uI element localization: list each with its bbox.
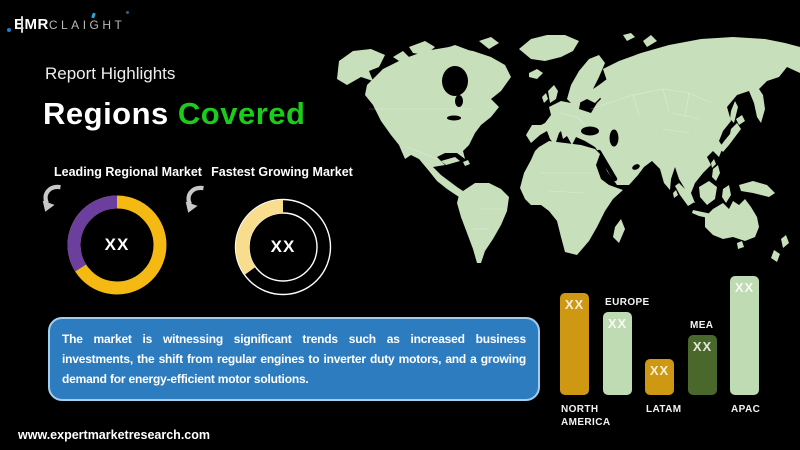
bar-category-label: MEA xyxy=(690,320,714,331)
bar-value-label: XX xyxy=(692,339,713,354)
uk-ireland xyxy=(542,85,558,103)
sakhalin xyxy=(730,101,738,123)
leading-regional-market-donut: XX xyxy=(62,190,172,300)
new-guinea xyxy=(739,181,775,197)
logo-divider xyxy=(21,16,23,33)
fastest-donut-value: XX xyxy=(270,237,296,256)
report-highlights-eyebrow: Report Highlights xyxy=(45,64,176,83)
taiwan xyxy=(711,159,716,168)
bar-mea: XX xyxy=(688,335,717,395)
fastest-growing-market-label: Fastest Growing Market xyxy=(211,165,353,179)
iceland xyxy=(529,69,543,79)
tasmania xyxy=(737,241,744,249)
bar-category-label: NORTH AMERICA xyxy=(561,404,611,428)
bar-value-label: XX xyxy=(564,297,585,312)
logo-blue-dot-icon xyxy=(126,11,130,14)
great-lakes xyxy=(447,115,461,121)
market-trends-callout: The market is witnessing significant tre… xyxy=(48,317,540,401)
continent-eurasia xyxy=(526,37,800,203)
new-zealand xyxy=(771,235,789,262)
logo-blue-dot-icon xyxy=(7,28,11,32)
james-bay xyxy=(455,95,463,107)
logo-accent-icon xyxy=(91,12,96,18)
persian-gulf xyxy=(632,164,640,170)
continent-south-america xyxy=(457,183,509,263)
caspian-sea xyxy=(609,129,619,147)
bar-value-label: XX xyxy=(607,316,628,331)
red-sea xyxy=(596,149,618,182)
world-map xyxy=(337,33,800,263)
leading-donut-value: XX xyxy=(104,235,130,254)
emr-claight-logo: EMR CLAIGHT xyxy=(7,11,130,33)
svalbard-novaya-zemlya xyxy=(623,33,657,47)
bar-category-label: EUROPE xyxy=(605,297,650,308)
japan xyxy=(719,115,745,152)
continent-north-america xyxy=(365,47,511,197)
bar-north-america: XX xyxy=(560,293,589,395)
country-borders xyxy=(369,88,712,230)
curved-arrow-icon xyxy=(42,184,61,212)
madagascar xyxy=(613,219,625,243)
philippines xyxy=(712,165,720,181)
hudson-bay xyxy=(442,66,468,96)
page-title: Regions Covered xyxy=(43,96,305,132)
curved-arrow-icon xyxy=(185,185,204,213)
bar-latam: XX xyxy=(645,359,674,395)
sri-lanka xyxy=(673,190,678,198)
bar-value-label: XX xyxy=(649,363,670,378)
logo-suffix: CLAIGHT xyxy=(49,12,126,32)
bar-value-label: XX xyxy=(734,280,755,295)
bar-category-label: APAC xyxy=(731,404,761,415)
indonesia xyxy=(675,181,731,219)
bar-category-label: LATAM xyxy=(646,404,682,415)
continent-alaska xyxy=(337,49,385,85)
continents xyxy=(337,33,800,263)
logo-brand: EMR xyxy=(14,16,49,33)
fastest-growing-market-donut: XX xyxy=(228,192,338,302)
continent-africa xyxy=(520,141,623,255)
leading-regional-market-label: Leading Regional Market xyxy=(54,165,202,179)
title-primary: Regions xyxy=(43,96,178,131)
title-accent: Covered xyxy=(177,96,306,131)
caribbean-islands xyxy=(441,157,470,166)
leading-donut-svg xyxy=(67,195,167,295)
website-url: www.expertmarketresearch.com xyxy=(18,428,210,442)
fastest-donut-svg xyxy=(234,198,332,296)
region-bar-chart: XX NORTH AMERICA XX EUROPE XX LATAM XX MEA XX APA… xyxy=(548,276,800,450)
black-sea xyxy=(581,126,599,136)
continent-greenland xyxy=(519,35,579,61)
bar-apac: XX xyxy=(730,276,759,395)
bar-europe: XX xyxy=(603,312,632,395)
continent-australia xyxy=(705,199,759,241)
